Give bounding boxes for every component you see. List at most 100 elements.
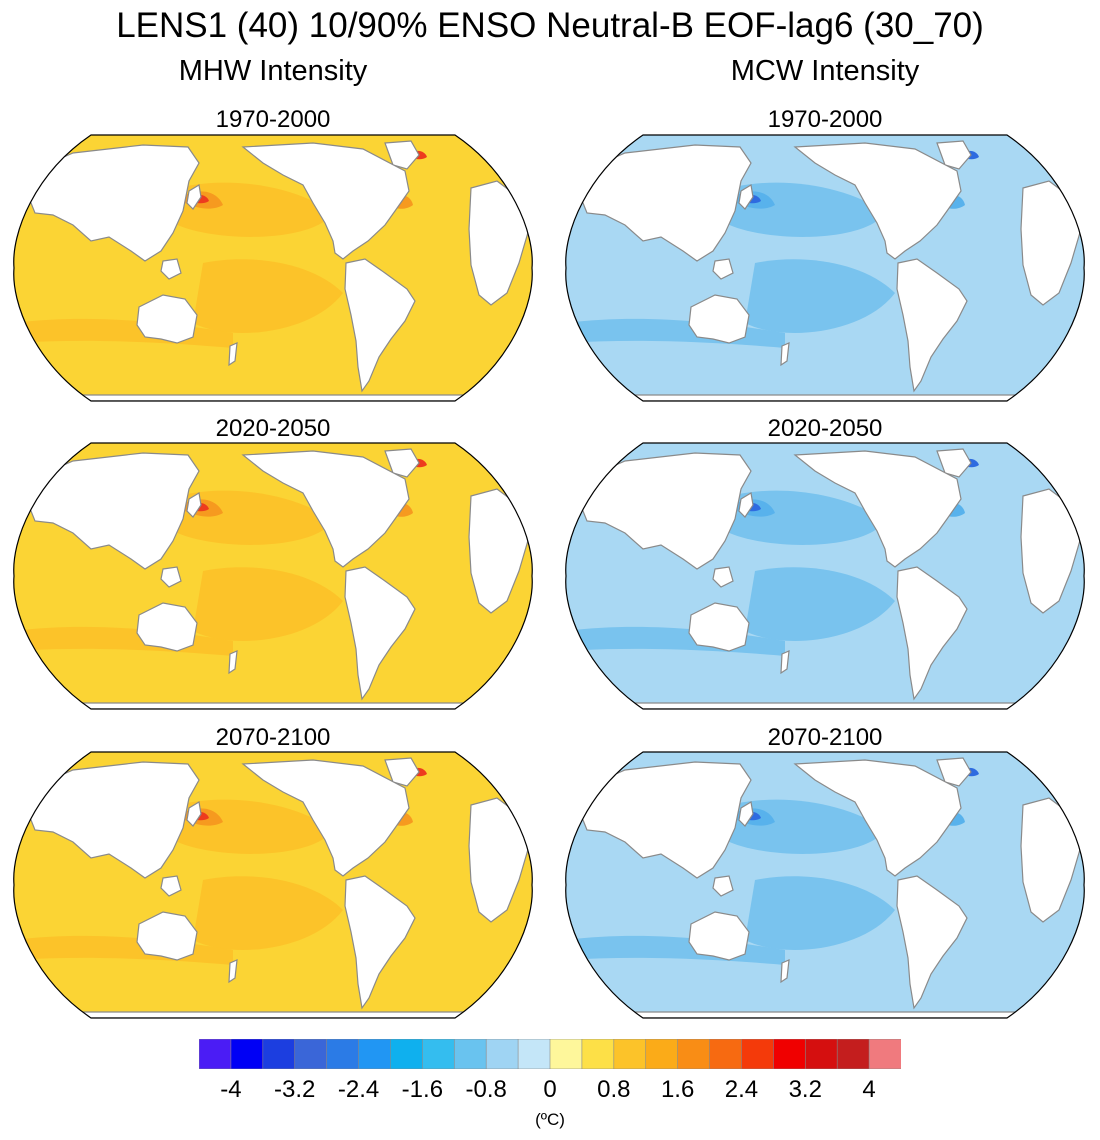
island-japan bbox=[186, 801, 202, 827]
continent-australia bbox=[136, 294, 198, 344]
island-japan bbox=[186, 492, 202, 518]
colorbar-swatch bbox=[741, 1039, 774, 1069]
map-frame bbox=[13, 442, 533, 710]
continent-asia bbox=[26, 144, 200, 262]
map-mhw-2020-2050 bbox=[13, 442, 533, 710]
colorbar-swatch bbox=[294, 1039, 328, 1069]
island-borneo bbox=[160, 566, 182, 588]
continent-greenland bbox=[936, 757, 972, 787]
colorbar-swatch bbox=[230, 1039, 264, 1069]
south-pacific-band bbox=[745, 259, 895, 333]
island-japan bbox=[186, 184, 202, 210]
island-new-zealand bbox=[780, 342, 790, 367]
continent-asia bbox=[578, 761, 752, 879]
continent-south-america bbox=[344, 566, 416, 701]
continent-antarctica bbox=[612, 1011, 1038, 1018]
colorbar-swatch bbox=[868, 1039, 901, 1069]
continent-north-america bbox=[793, 142, 962, 260]
continent-australia bbox=[688, 294, 750, 344]
continent-south-america bbox=[896, 566, 968, 701]
colorbar-tick-label: -3.2 bbox=[274, 1076, 316, 1103]
map-frame bbox=[565, 751, 1085, 1019]
continent-antarctica bbox=[60, 1011, 486, 1018]
colorbar-tick-label: -4 bbox=[220, 1076, 242, 1103]
island-japan bbox=[738, 801, 754, 827]
panel-title-mhw-2070-2100: 2070-2100 bbox=[215, 724, 331, 751]
island-new-zealand bbox=[228, 650, 238, 675]
map-mhw-1970-2000 bbox=[13, 134, 533, 402]
colorbar-swatch bbox=[453, 1039, 487, 1069]
continent-antarctica bbox=[612, 702, 1038, 709]
colorbar-tick-label: -0.8 bbox=[465, 1076, 507, 1103]
island-borneo bbox=[712, 258, 734, 280]
colorbar-swatch bbox=[422, 1039, 455, 1069]
panel-title-mhw-1970-2000: 1970-2000 bbox=[215, 106, 331, 133]
continent-antarctica bbox=[60, 702, 486, 709]
colorbar-swatch bbox=[773, 1039, 806, 1069]
island-new-zealand bbox=[780, 650, 790, 675]
island-japan bbox=[738, 492, 754, 518]
south-pacific-band bbox=[745, 876, 895, 950]
ocean-field bbox=[13, 443, 533, 709]
continent-antarctica bbox=[60, 394, 486, 401]
continent-asia bbox=[578, 144, 752, 262]
island-new-zealand bbox=[228, 342, 238, 367]
continent-south-america bbox=[896, 875, 968, 1010]
south-pacific-band bbox=[193, 567, 343, 641]
colorbar-swatch bbox=[804, 1039, 838, 1069]
colorbar-swatch bbox=[677, 1039, 711, 1069]
colorbar-tick-label: -2.4 bbox=[337, 1076, 380, 1103]
south-pacific-band bbox=[193, 876, 343, 950]
colorbar-tick-label: -1.6 bbox=[401, 1076, 444, 1103]
continent-greenland bbox=[384, 140, 420, 170]
map-frame bbox=[565, 442, 1085, 710]
colorbar-swatch bbox=[390, 1039, 423, 1069]
colorbar-swatch bbox=[645, 1039, 679, 1069]
map-frame bbox=[13, 134, 533, 402]
continent-asia bbox=[26, 761, 200, 879]
island-borneo bbox=[160, 258, 182, 280]
column-title-mcw: MCW Intensity bbox=[730, 55, 920, 87]
colorbar-tick-label: 3.2 bbox=[788, 1076, 822, 1103]
colorbar-swatch bbox=[836, 1039, 870, 1069]
colorbar-swatch bbox=[358, 1039, 392, 1069]
map-mcw-2070-2100 bbox=[565, 751, 1085, 1019]
island-borneo bbox=[712, 875, 734, 897]
continent-australia bbox=[136, 602, 198, 652]
island-borneo bbox=[160, 875, 182, 897]
colorbar-tick-label: 4 bbox=[862, 1076, 876, 1103]
continent-australia bbox=[688, 911, 750, 961]
map-mhw-2070-2100 bbox=[13, 751, 533, 1019]
continent-north-america bbox=[241, 450, 410, 568]
map-frame bbox=[13, 751, 533, 1019]
continent-north-america bbox=[241, 142, 410, 260]
colorbar-swatch bbox=[326, 1039, 360, 1069]
continent-greenland bbox=[936, 140, 972, 170]
colorbar-tick-label: 0 bbox=[543, 1076, 557, 1103]
ocean-field bbox=[13, 752, 533, 1018]
continent-south-america bbox=[344, 258, 416, 393]
figure-title: LENS1 (40) 10/90% ENSO Neutral-B EOF-lag… bbox=[116, 6, 984, 45]
colorbar-swatch bbox=[485, 1039, 519, 1069]
colorbar-tick-label: 0.8 bbox=[597, 1076, 631, 1103]
continent-asia bbox=[578, 452, 752, 570]
colorbar-swatch bbox=[517, 1039, 551, 1069]
continent-greenland bbox=[384, 448, 420, 478]
colorbar-tick-label: 2.4 bbox=[724, 1076, 759, 1103]
panel-title-mcw-1970-2000: 1970-2000 bbox=[767, 106, 883, 133]
south-pacific-band bbox=[745, 567, 895, 641]
continent-south-america bbox=[896, 258, 968, 393]
column-title-mhw: MHW Intensity bbox=[178, 55, 368, 87]
map-mcw-2020-2050 bbox=[565, 442, 1085, 710]
continent-greenland bbox=[936, 448, 972, 478]
island-new-zealand bbox=[228, 959, 238, 984]
continent-australia bbox=[136, 911, 198, 961]
colorbar-swatch bbox=[549, 1039, 583, 1069]
continent-asia bbox=[26, 452, 200, 570]
continent-north-america bbox=[793, 759, 962, 877]
continent-greenland bbox=[384, 757, 420, 787]
map-mcw-1970-2000 bbox=[565, 134, 1085, 402]
panel-title-mcw-2070-2100: 2070-2100 bbox=[767, 724, 883, 751]
ocean-field bbox=[565, 752, 1085, 1018]
continent-antarctica bbox=[612, 394, 1038, 401]
